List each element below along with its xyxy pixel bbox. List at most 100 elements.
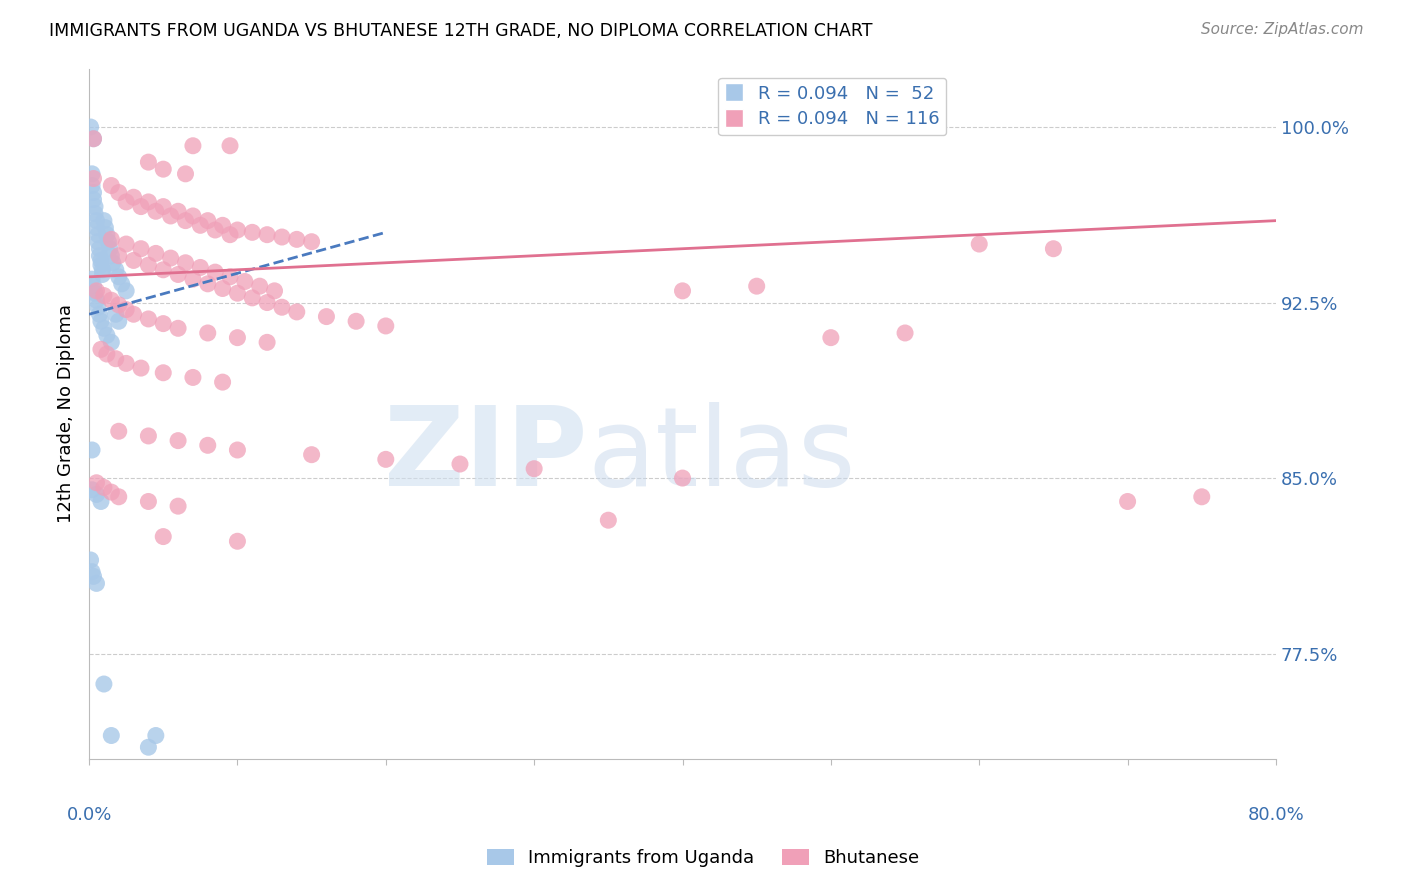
- Point: [152, 366, 174, 380]
- Point: [96, 347, 118, 361]
- Point: [226, 442, 249, 457]
- Point: [181, 209, 204, 223]
- Point: [89, 249, 111, 263]
- Point: [90, 258, 112, 272]
- Point: [90, 494, 112, 508]
- Point: [115, 302, 138, 317]
- Point: [80, 178, 103, 193]
- Point: [152, 317, 174, 331]
- Point: [89, 307, 111, 321]
- Point: [93, 480, 115, 494]
- Point: [188, 260, 211, 275]
- Text: IMMIGRANTS FROM UGANDA VS BHUTANESE 12TH GRADE, NO DIPLOMA CORRELATION CHART: IMMIGRANTS FROM UGANDA VS BHUTANESE 12TH…: [49, 22, 873, 40]
- Point: [174, 213, 197, 227]
- Point: [115, 237, 138, 252]
- Point: [100, 729, 122, 743]
- Point: [87, 227, 110, 242]
- Point: [226, 286, 249, 301]
- Point: [233, 275, 256, 289]
- Point: [93, 321, 115, 335]
- Y-axis label: 12th Grade, No Diploma: 12th Grade, No Diploma: [58, 304, 75, 524]
- Point: [240, 291, 263, 305]
- Point: [285, 232, 308, 246]
- Point: [219, 227, 242, 242]
- Point: [115, 194, 138, 209]
- Point: [315, 310, 337, 324]
- Legend: Immigrants from Uganda, Bhutanese: Immigrants from Uganda, Bhutanese: [479, 841, 927, 874]
- Legend: R = 0.094   N =  52, R = 0.094   N = 116: R = 0.094 N = 52, R = 0.094 N = 116: [718, 78, 946, 136]
- Point: [83, 186, 105, 200]
- Point: [96, 328, 118, 343]
- Point: [96, 227, 118, 242]
- Point: [107, 314, 129, 328]
- Point: [93, 677, 115, 691]
- Point: [86, 220, 108, 235]
- Point: [86, 284, 108, 298]
- Point: [138, 194, 160, 209]
- Point: [181, 370, 204, 384]
- Point: [598, 513, 620, 527]
- Point: [83, 279, 105, 293]
- Point: [80, 442, 103, 457]
- Point: [159, 251, 181, 265]
- Point: [671, 284, 693, 298]
- Point: [79, 553, 101, 567]
- Point: [115, 356, 138, 370]
- Point: [100, 232, 122, 246]
- Point: [129, 361, 152, 376]
- Point: [152, 262, 174, 277]
- Text: 0.0%: 0.0%: [66, 805, 111, 823]
- Point: [1116, 494, 1139, 508]
- Point: [174, 256, 197, 270]
- Point: [449, 457, 471, 471]
- Point: [138, 312, 160, 326]
- Point: [107, 298, 129, 312]
- Point: [115, 284, 138, 298]
- Point: [226, 223, 249, 237]
- Point: [967, 237, 990, 252]
- Point: [83, 193, 105, 207]
- Point: [86, 293, 108, 308]
- Point: [256, 335, 278, 350]
- Point: [100, 485, 122, 500]
- Point: [100, 293, 122, 308]
- Point: [1191, 490, 1213, 504]
- Point: [87, 300, 110, 314]
- Point: [101, 256, 124, 270]
- Point: [197, 213, 219, 227]
- Point: [188, 219, 211, 233]
- Point: [301, 448, 323, 462]
- Point: [240, 225, 263, 239]
- Text: ZIP: ZIP: [384, 401, 588, 508]
- Point: [129, 242, 152, 256]
- Point: [107, 490, 129, 504]
- Point: [145, 204, 167, 219]
- Point: [100, 178, 122, 193]
- Point: [83, 569, 105, 583]
- Point: [256, 227, 278, 242]
- Point: [84, 200, 107, 214]
- Point: [167, 268, 190, 282]
- Point: [90, 253, 112, 268]
- Point: [204, 265, 226, 279]
- Point: [83, 132, 105, 146]
- Point: [167, 434, 190, 448]
- Point: [84, 206, 107, 220]
- Point: [820, 331, 842, 345]
- Point: [83, 132, 105, 146]
- Point: [152, 200, 174, 214]
- Point: [104, 262, 127, 277]
- Point: [152, 162, 174, 177]
- Point: [89, 242, 111, 256]
- Point: [204, 223, 226, 237]
- Point: [91, 268, 114, 282]
- Point: [83, 171, 105, 186]
- Point: [211, 281, 233, 295]
- Point: [745, 279, 768, 293]
- Point: [86, 213, 108, 227]
- Point: [93, 288, 115, 302]
- Point: [167, 321, 190, 335]
- Point: [107, 269, 129, 284]
- Point: [145, 729, 167, 743]
- Point: [174, 167, 197, 181]
